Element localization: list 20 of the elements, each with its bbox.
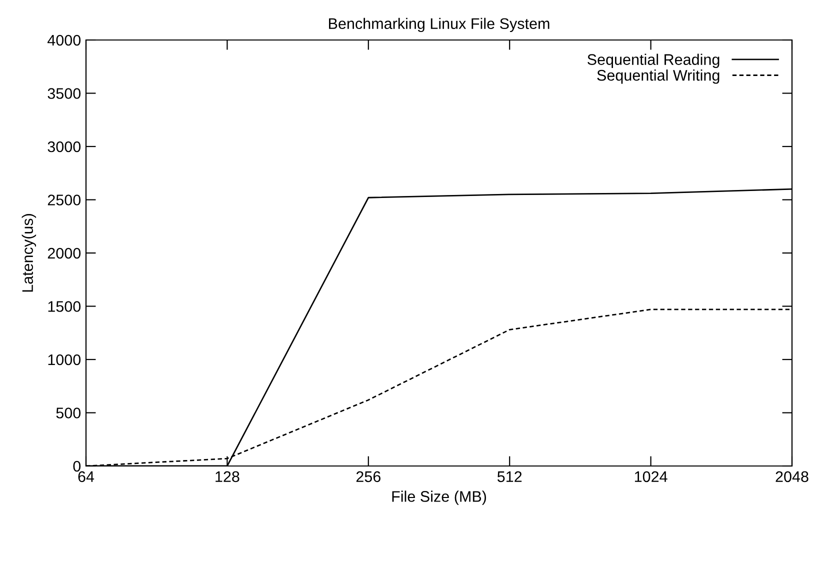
x-tick-label: 64 — [78, 471, 94, 482]
y-tick-label: 1500 — [48, 301, 81, 312]
y-tick-label: 0 — [73, 460, 81, 472]
y-tick-label: 4000 — [48, 34, 81, 46]
x-tick-label: 2048 — [776, 471, 808, 482]
x-tick-label: 512 — [497, 471, 522, 482]
y-axis-title: Latency(us) — [22, 214, 36, 292]
y-tick-label: 2000 — [48, 248, 81, 259]
y-tick-label: 2500 — [48, 194, 81, 206]
legend-label: Sequential Writing — [597, 70, 720, 84]
x-tick-label: 1024 — [634, 471, 668, 482]
y-tick-label: 500 — [56, 408, 81, 418]
legend-label: Sequential Reading — [588, 54, 720, 68]
x-tick-label: 128 — [216, 471, 240, 482]
x-tick-label: 256 — [356, 471, 380, 482]
y-tick-label: 3000 — [48, 141, 81, 152]
x-axis-title: File Size (MB) — [392, 490, 486, 505]
y-tick-label: 3500 — [48, 88, 81, 99]
y-tick-label: 1000 — [48, 354, 81, 366]
chart-title: Benchmarking Linux File System — [329, 18, 550, 32]
